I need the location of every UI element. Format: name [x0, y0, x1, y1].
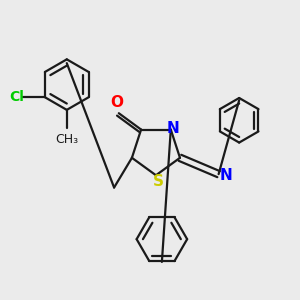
Text: CH₃: CH₃	[55, 133, 78, 146]
Text: S: S	[153, 174, 164, 189]
Text: Cl: Cl	[9, 90, 24, 104]
Text: N: N	[167, 121, 179, 136]
Text: O: O	[110, 95, 123, 110]
Text: N: N	[220, 168, 233, 183]
